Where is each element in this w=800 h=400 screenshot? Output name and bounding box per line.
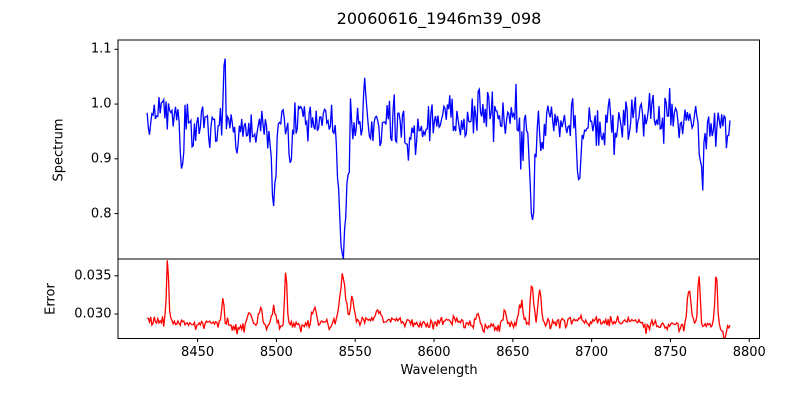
x-tick-label: 8750 <box>653 345 687 360</box>
wavelength-axis-label: Wavelength <box>400 363 478 378</box>
spectrum-axis-label: Spectrum <box>51 118 67 182</box>
y-tick-label: 1.1 <box>90 41 112 57</box>
error-axis-label: Error <box>43 283 59 315</box>
x-tick-label: 8800 <box>732 345 766 360</box>
error-axes-border <box>117 258 760 339</box>
error-line <box>146 260 731 339</box>
x-tick-label: 8700 <box>575 345 609 360</box>
y-tick-label: 0.030 <box>74 306 112 322</box>
x-tick-label: 8650 <box>496 345 530 360</box>
chart-title: 20060616_1946m39_098 <box>336 9 542 28</box>
spectrum-axes-border <box>117 39 760 260</box>
x-tick-label: 8450 <box>181 345 215 360</box>
x-tick-label: 8500 <box>259 345 293 360</box>
x-tick-label: 8600 <box>417 345 451 360</box>
y-tick-label: 0.8 <box>90 206 112 222</box>
spectrum-line <box>146 58 731 259</box>
y-tick-label: 1.0 <box>90 96 112 112</box>
x-tick-label: 8550 <box>338 345 372 360</box>
y-tick-label: 0.9 <box>90 151 112 167</box>
y-tick-label: 0.035 <box>74 268 112 284</box>
